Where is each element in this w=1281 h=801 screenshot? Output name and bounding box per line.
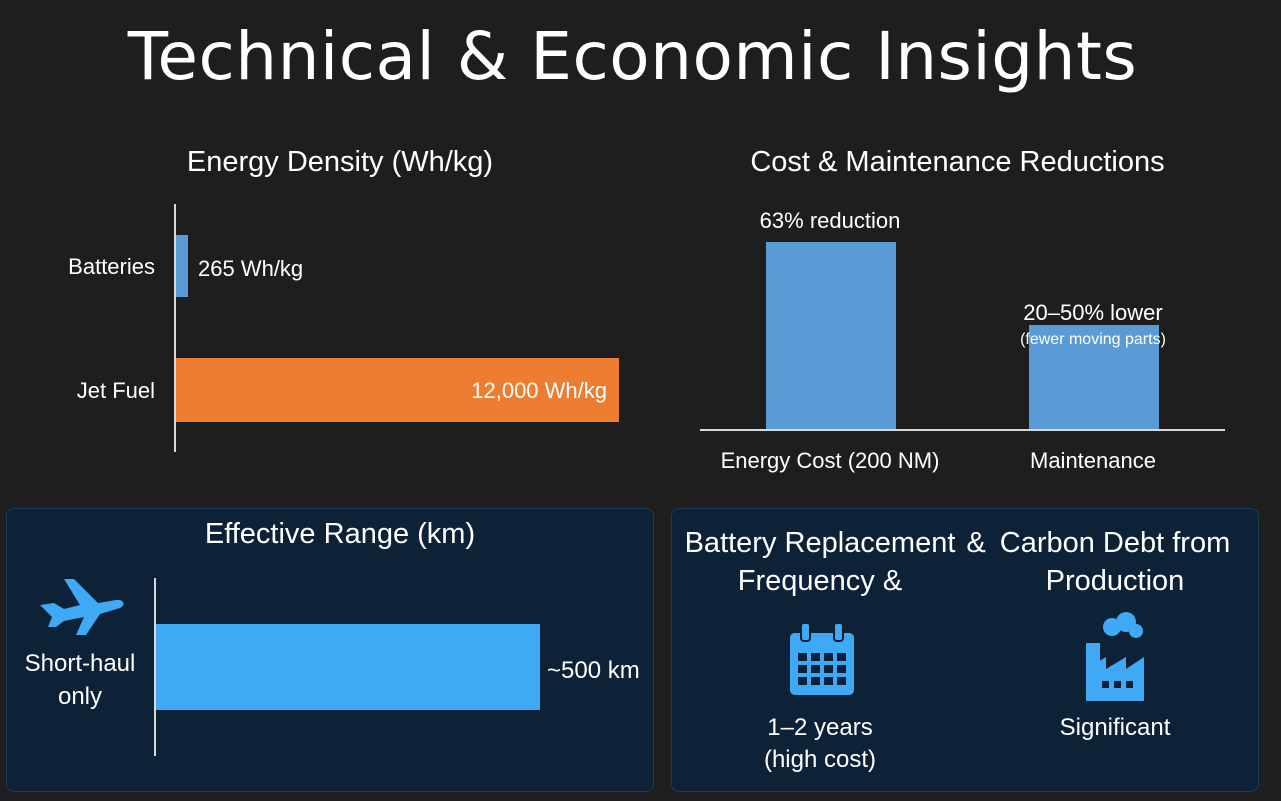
energy-density-bar-batteries bbox=[176, 235, 188, 297]
effective-range-title: Effective Range (km) bbox=[204, 518, 476, 550]
range-axis bbox=[154, 578, 156, 756]
cost-maintenance-title: Cost & Maintenance Reductions bbox=[750, 146, 1165, 178]
carbon-heading-right-2: Production bbox=[1045, 565, 1185, 597]
energy-density-category-jet-fuel: Jet Fuel bbox=[76, 378, 155, 403]
cost-category-maintenance: Maintenance bbox=[1030, 448, 1156, 473]
battery-value-1: 1–2 years bbox=[767, 714, 873, 741]
battery-heading-left-2: Frequency & bbox=[737, 565, 903, 597]
energy-density-label-batteries: 265 Wh/kg bbox=[198, 256, 304, 281]
energy-density-bar-jet-fuel bbox=[176, 358, 619, 422]
cost-label-maintenance: 20–50% lower bbox=[1023, 300, 1163, 325]
calendar-icon bbox=[790, 622, 854, 695]
cost-label-energy: 63% reduction bbox=[759, 208, 901, 233]
factory-icon bbox=[1086, 612, 1144, 701]
battery-carbon-panel bbox=[671, 508, 1259, 792]
range-label: ~500 km bbox=[547, 657, 640, 684]
carbon-value: Significant bbox=[1059, 714, 1171, 741]
energy-density-label-jet-fuel: 12,000 Wh/kg bbox=[471, 378, 607, 403]
cost-sublabel-maintenance: (fewer moving parts) bbox=[1020, 331, 1166, 348]
energy-density-axis bbox=[174, 204, 176, 452]
battery-heading-amp: & bbox=[966, 527, 986, 559]
range-category-line-1: Short-haul bbox=[24, 650, 136, 677]
range-category-line-2: only bbox=[57, 683, 103, 710]
battery-heading-left: Battery Replacement bbox=[684, 527, 956, 559]
energy-density-category-batteries: Batteries bbox=[68, 254, 155, 279]
airplane-icon bbox=[40, 579, 124, 635]
cost-maintenance-baseline bbox=[700, 429, 1225, 431]
cost-category-energy: Energy Cost (200 NM) bbox=[720, 448, 940, 473]
range-bar bbox=[156, 624, 540, 710]
energy-density-title: Energy Density (Wh/kg) bbox=[186, 146, 494, 178]
carbon-heading-right: Carbon Debt from bbox=[999, 527, 1231, 559]
cost-bar-maintenance bbox=[1029, 325, 1159, 429]
cost-bar-energy bbox=[766, 242, 896, 429]
page-title: Technical & Economic Insights bbox=[127, 18, 1138, 95]
battery-value-2: (high cost) bbox=[763, 746, 877, 773]
